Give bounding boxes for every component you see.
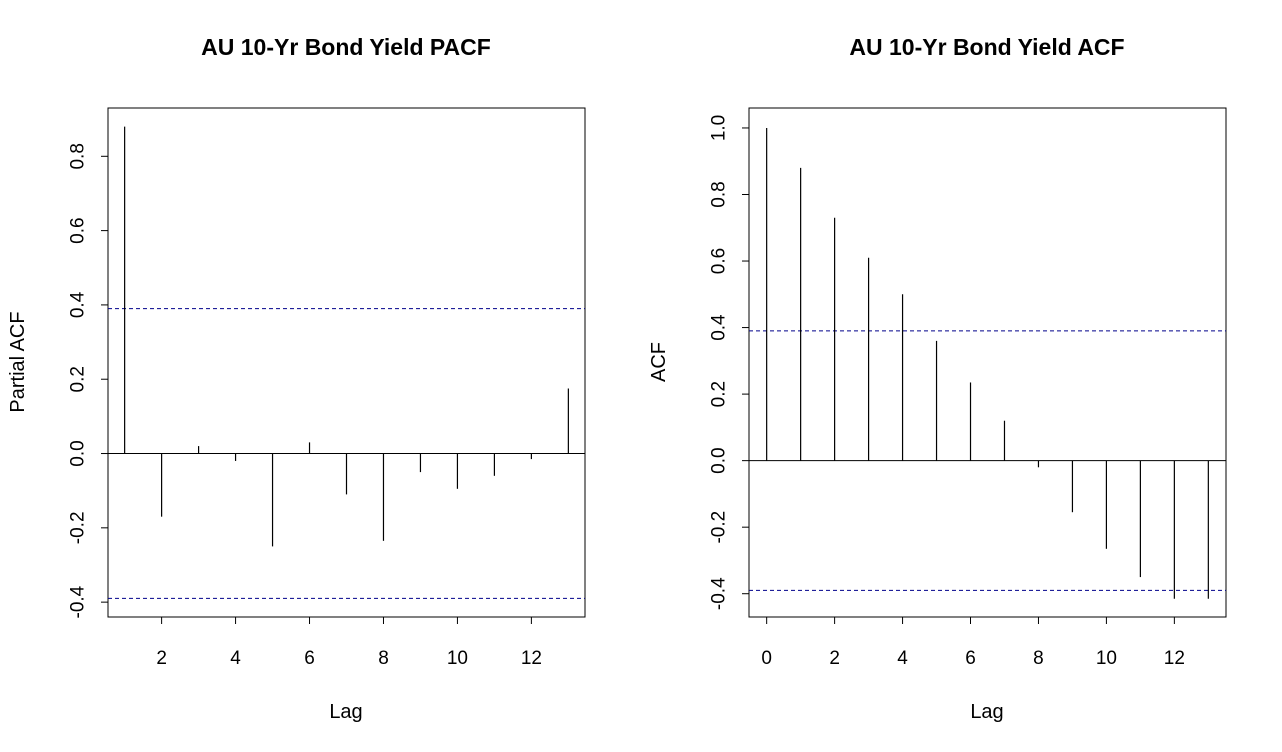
pacf-y-axis: -0.4 -0.2 0.0 0.2 0.4 0.6 0.8 — [68, 143, 108, 619]
acf-y-tick-label: 0.8 — [709, 181, 730, 207]
acf-x-tick-label: 4 — [897, 648, 908, 669]
acf-panel: AU 10-Yr Bond Yield ACF 0 2 4 6 8 10 12 -0.4-0… — [648, 34, 1227, 723]
pacf-bars — [108, 126, 585, 599]
acf-x-axis: 0 2 4 6 8 10 12 — [761, 617, 1185, 669]
acf-bars — [749, 127, 1226, 599]
pacf-y-tick-label: 0.8 — [68, 143, 89, 169]
pacf-y-tick-label: 0.0 — [68, 440, 89, 466]
pacf-y-tick-label: 0.2 — [68, 366, 89, 392]
pacf-y-tick-label: 0.4 — [68, 291, 89, 318]
acf-y-tick-label: 1.0 — [709, 115, 730, 141]
pacf-title: AU 10-Yr Bond Yield PACF — [201, 34, 491, 60]
acf-x-tick-label: 0 — [761, 648, 772, 669]
acf-y-tick-label: -0.2 — [709, 511, 730, 544]
pacf-y-tick-label: -0.2 — [68, 511, 89, 544]
acf-x-tick-label: 6 — [965, 648, 976, 669]
acf-y-axis-label: ACF — [648, 342, 670, 382]
pacf-x-axis: 2 4 6 8 10 12 — [156, 617, 542, 669]
acf-y-tick-label: 0.6 — [709, 248, 730, 274]
acf-x-tick-label: 12 — [1164, 648, 1185, 669]
pacf-x-axis-label: Lag — [329, 701, 362, 723]
pacf-y-tick-label: -0.4 — [68, 585, 89, 618]
acf-y-tick-label: 0.0 — [709, 447, 730, 473]
acf-x-tick-label: 2 — [829, 648, 840, 669]
pacf-x-tick-label: 10 — [447, 648, 468, 669]
pacf-x-tick-label: 4 — [230, 648, 241, 669]
acf-title: AU 10-Yr Bond Yield ACF — [849, 34, 1124, 60]
acf-x-tick-label: 8 — [1033, 648, 1044, 669]
acf-x-axis-label: Lag — [970, 701, 1003, 723]
pacf-x-tick-label: 8 — [378, 648, 389, 669]
acf-y-tick-label: -0.4 — [709, 577, 730, 610]
acf-y-axis: -0.4 -0.2 0.0 0.2 0.4 0.6 0.8 1.0 — [709, 115, 749, 610]
acf-y-tick-label: 0.2 — [709, 381, 730, 407]
pacf-plot-frame — [107, 107, 586, 618]
pacf-x-tick-label: 2 — [156, 648, 167, 669]
acf-plot-frame — [748, 107, 1227, 618]
pacf-y-axis-label: Partial ACF — [7, 311, 29, 412]
acf-y-tick-label: 0.4 — [709, 314, 730, 341]
pacf-y-tick-label: 0.6 — [68, 217, 89, 243]
pacf-x-tick-label: 6 — [304, 648, 315, 669]
pacf-panel: AU 10-Yr Bond Yield PACF 2 4 6 8 10 12 -0.4-0… — [7, 34, 586, 723]
pacf-x-tick-label: 12 — [521, 648, 542, 669]
acf-x-tick-label: 10 — [1096, 648, 1117, 669]
